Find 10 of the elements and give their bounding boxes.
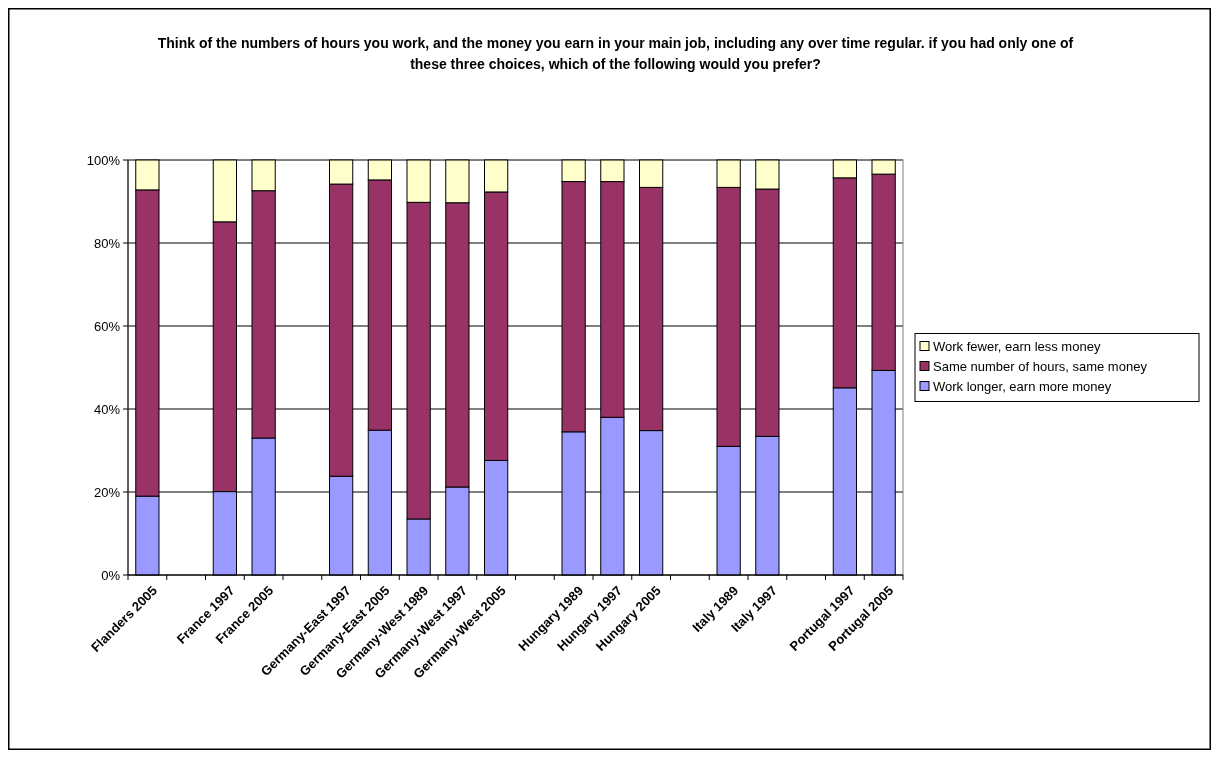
y-tick-label: 0% — [101, 567, 121, 583]
legend-label: Same number of hours, same money — [933, 359, 1148, 375]
y-tick-label: 60% — [93, 318, 121, 334]
y-tick-label: 20% — [93, 484, 121, 500]
chart-title: Think of the numbers of hours you work, and the money you earn in your main job, including any over time regular. if you had only one of these three choices, which of the following would you prefer? — [157, 35, 1074, 72]
legend-label: Work fewer, earn less money — [933, 339, 1101, 355]
y-tick-label: 100% — [86, 152, 121, 168]
y-tick-label: 40% — [93, 401, 121, 417]
legend-label: Work longer, earn more money — [933, 379, 1112, 395]
y-tick-label: 80% — [93, 235, 121, 251]
